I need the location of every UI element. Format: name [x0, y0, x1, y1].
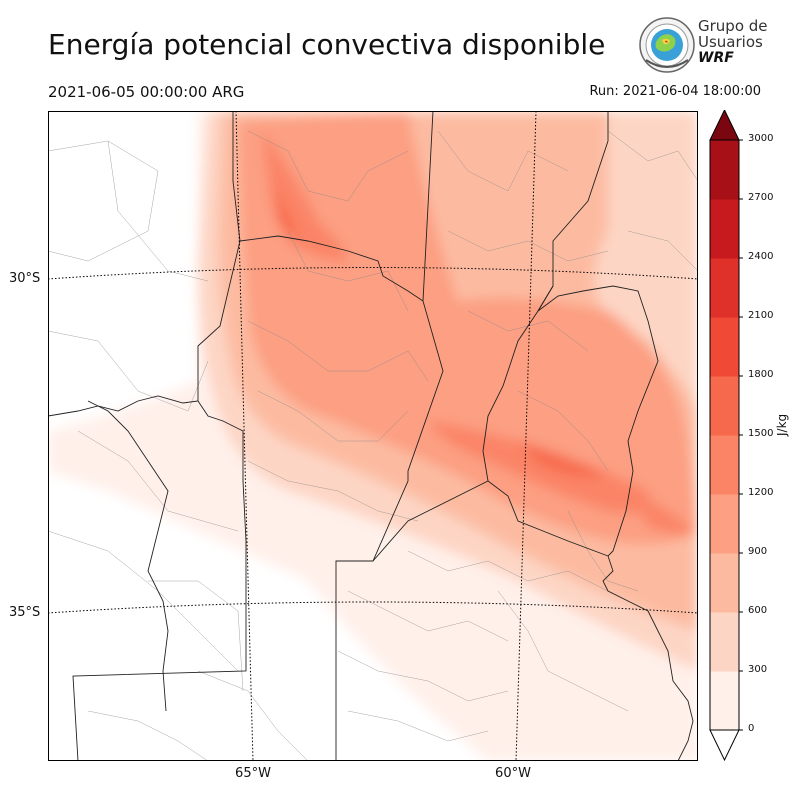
lat-label-35s: 35°S [9, 605, 41, 620]
lon-label-60w: 60°W [495, 766, 531, 781]
colorbar-bin [710, 671, 739, 731]
colorbar-tick-label: 2700 [748, 192, 774, 203]
chart-title: Energía potencial convectiva disponible [48, 28, 606, 61]
department-boundaries [48, 130, 698, 761]
colorbar-bin [710, 376, 739, 436]
lon-label-65w: 65°W [235, 766, 271, 781]
colorbar-bin [710, 612, 739, 672]
colorbar-extend-low [709, 729, 740, 762]
colorbar-tick-label: 600 [748, 605, 768, 616]
cape-field [48, 111, 698, 761]
logo-line-3: WRF [698, 50, 734, 66]
graticule [48, 111, 698, 761]
colorbar-tick-label: 3000 [748, 133, 774, 144]
colorbar-tick-label: 2400 [748, 251, 774, 262]
colorbar-tick-label: 2100 [748, 310, 774, 321]
logo-line-2: Usuarios [698, 33, 763, 51]
wrf-users-logo: Grupo de Usuarios WRF [638, 16, 768, 76]
colorbar-tick-label: 0 [748, 723, 755, 734]
colorbar-tick-label: 1500 [748, 428, 774, 439]
colorbar-bin [710, 553, 739, 613]
colorbar-bin [710, 317, 739, 377]
run-time: Run: 2021-06-04 18:00:00 [589, 84, 761, 99]
colorbar-bin [710, 494, 739, 554]
colorbar-bin [710, 435, 739, 495]
province-boundaries [48, 111, 694, 761]
valid-time: 2021-06-05 00:00:00 ARG [48, 83, 245, 101]
colorbar-tick-label: 1200 [748, 487, 774, 498]
map-frame [48, 111, 698, 761]
colorbar-extend-high [709, 110, 740, 141]
colorbar-tick-label: 1800 [748, 369, 774, 380]
globe-seal-icon [639, 17, 695, 73]
colorbar-bin [710, 140, 739, 200]
colorbar-unit: J/kg [775, 413, 789, 436]
logo-line-1: Grupo de [698, 17, 768, 35]
colorbar-bin [710, 199, 739, 259]
colorbar [709, 110, 743, 762]
colorbar-bin [710, 258, 739, 318]
lat-label-30s: 30°S [9, 271, 41, 286]
cape-map [48, 111, 698, 761]
colorbar-tick-label: 300 [748, 664, 768, 675]
colorbar-tick-label: 900 [748, 546, 768, 557]
